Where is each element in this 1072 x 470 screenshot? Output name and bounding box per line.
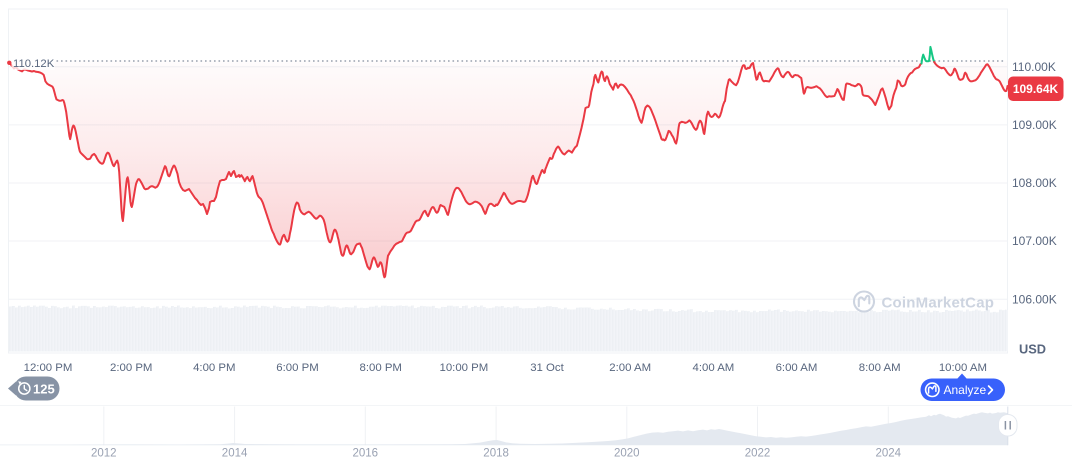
svg-text:10:00 PM: 10:00 PM: [440, 362, 489, 374]
svg-text:2018: 2018: [483, 448, 509, 460]
svg-text:106.00K: 106.00K: [1012, 292, 1057, 306]
svg-text:Analyze: Analyze: [944, 383, 987, 397]
svg-text:109.00K: 109.00K: [1012, 118, 1057, 132]
svg-text:2012: 2012: [91, 448, 117, 460]
svg-text:125: 125: [33, 381, 55, 396]
svg-text:12:00 PM: 12:00 PM: [24, 362, 73, 374]
svg-text:2:00 PM: 2:00 PM: [110, 362, 152, 374]
svg-text:6:00 PM: 6:00 PM: [276, 362, 318, 374]
svg-text:110.00K: 110.00K: [1012, 60, 1056, 74]
svg-text:USD: USD: [1019, 342, 1046, 357]
svg-text:2022: 2022: [745, 448, 771, 460]
svg-text:107.00K: 107.00K: [1012, 234, 1057, 248]
svg-text:4:00 AM: 4:00 AM: [693, 362, 735, 374]
svg-text:10:00 AM: 10:00 AM: [939, 362, 987, 374]
svg-text:8:00 PM: 8:00 PM: [359, 362, 401, 374]
svg-text:6:00 AM: 6:00 AM: [776, 362, 818, 374]
svg-text:8:00 AM: 8:00 AM: [859, 362, 901, 374]
svg-text:2024: 2024: [876, 448, 902, 460]
svg-text:2014: 2014: [222, 448, 248, 460]
svg-text:108.00K: 108.00K: [1012, 176, 1057, 190]
svg-text:2020: 2020: [614, 448, 640, 460]
svg-text:109.64K: 109.64K: [1013, 82, 1059, 96]
svg-text:31 Oct: 31 Oct: [530, 362, 564, 374]
svg-text:110.12K: 110.12K: [13, 58, 55, 70]
svg-text:2:00 AM: 2:00 AM: [609, 362, 651, 374]
svg-text:2016: 2016: [353, 448, 379, 460]
svg-text:4:00 PM: 4:00 PM: [193, 362, 235, 374]
svg-text:CoinMarketCap: CoinMarketCap: [882, 295, 995, 312]
